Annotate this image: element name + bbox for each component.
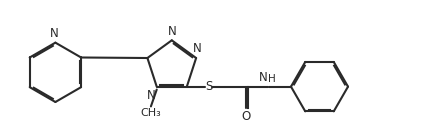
Text: S: S <box>206 80 213 93</box>
Text: CH₃: CH₃ <box>140 108 161 118</box>
Text: N: N <box>193 42 202 55</box>
Text: H: H <box>268 74 276 84</box>
Text: N: N <box>258 71 267 84</box>
Text: O: O <box>241 110 251 123</box>
Text: N: N <box>147 89 156 102</box>
Text: N: N <box>168 25 176 38</box>
Text: N: N <box>50 27 59 40</box>
